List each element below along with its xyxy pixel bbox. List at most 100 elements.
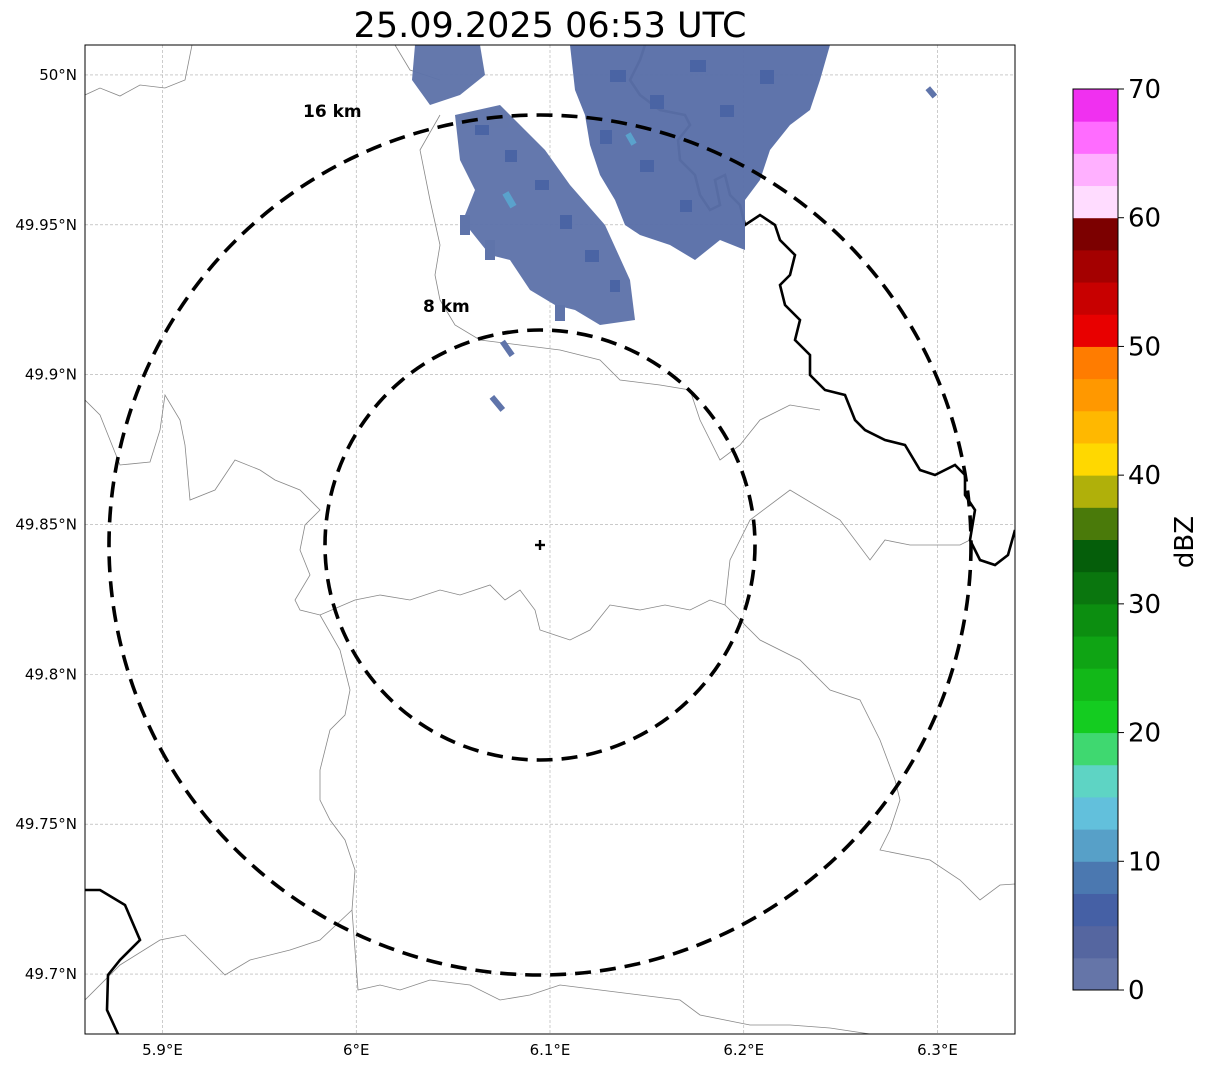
boundary-line <box>724 489 971 606</box>
x-tick-label: 6.2°E <box>723 1041 764 1059</box>
echo-band-east <box>570 45 830 260</box>
echo-pixel <box>600 130 612 144</box>
colorbar-swatch <box>1073 861 1118 894</box>
x-tick-label: 6.1°E <box>530 1041 571 1059</box>
colorbar-tick-label: 70 <box>1128 75 1161 105</box>
echo-pixel <box>610 280 620 292</box>
boundary-line <box>724 604 1015 901</box>
colorbar-tick-label: 60 <box>1128 204 1161 234</box>
colorbar-swatch <box>1073 121 1118 154</box>
echo-pixel <box>499 339 515 358</box>
echo-pixel <box>640 160 654 172</box>
echo-pixel <box>720 105 734 117</box>
colorbar-swatch <box>1073 796 1118 830</box>
boundary-line <box>85 909 353 1001</box>
colorbar-tick-label: 0 <box>1128 976 1145 1006</box>
colorbar-swatch <box>1073 153 1118 187</box>
echo-pixel <box>475 125 489 135</box>
colorbar-swatch <box>1073 732 1118 766</box>
colorbar-swatch <box>1073 603 1118 637</box>
colorbar-tick-label: 40 <box>1128 461 1161 491</box>
colorbar-swatch <box>1073 217 1118 251</box>
range-ring-label-8km: 8 km <box>423 297 470 317</box>
range-ring-label-16km: 16 km <box>303 102 362 122</box>
colorbar-swatch <box>1073 893 1118 927</box>
colorbar-swatch <box>1073 314 1118 347</box>
y-tick-label: 49.8°N <box>25 665 77 683</box>
echo-pixel <box>650 95 664 109</box>
echo-pixel <box>690 60 706 72</box>
boundary-line <box>85 45 193 97</box>
colorbar-swatch <box>1073 957 1118 991</box>
colorbar-frame <box>1072 88 1119 991</box>
colorbar-swatch <box>1073 346 1118 380</box>
echo-pixel <box>505 150 517 162</box>
colorbar-swatches <box>1073 89 1118 991</box>
colorbar-tick-label: 50 <box>1128 332 1161 362</box>
colorbar-tick-label: 20 <box>1128 719 1161 749</box>
colorbar-tick-label: 10 <box>1128 847 1161 877</box>
colorbar-swatch <box>1073 282 1118 315</box>
colorbar-swatch <box>1073 636 1118 669</box>
x-tick-label: 5.9°E <box>142 1041 183 1059</box>
colorbar-swatch <box>1073 925 1118 959</box>
border-line <box>85 888 142 1034</box>
colorbar-label: dBZ <box>1170 516 1200 568</box>
range-ring-8km <box>323 328 757 762</box>
boundary-line <box>419 114 821 461</box>
colorbar-swatch <box>1073 507 1118 540</box>
colorbar-ticks: 0 10 20 30 40 50 60 70 <box>1118 75 1161 1006</box>
colorbar-swatch <box>1073 571 1118 605</box>
colorbar-swatch <box>1073 378 1118 412</box>
echo-band-west <box>412 45 635 325</box>
echo-pixel <box>489 394 506 412</box>
colorbar-swatch <box>1073 539 1118 573</box>
echo-pixel <box>680 200 692 212</box>
colorbar-swatch <box>1073 668 1118 701</box>
echo-light-blue <box>502 132 637 209</box>
echo-detail <box>475 60 774 292</box>
colorbar-swatch <box>1073 475 1118 508</box>
colorbar-tick-label: 30 <box>1128 590 1161 620</box>
y-axis-ticks: 50°N 49.95°N 49.9°N 49.85°N 49.8°N 49.75°N 49.… <box>15 66 77 983</box>
y-tick-label: 49.7°N <box>25 965 77 983</box>
colorbar-swatch <box>1073 89 1118 122</box>
map-frame <box>84 44 1016 1035</box>
radar-site-marker <box>535 540 545 550</box>
boundary-line <box>85 393 726 641</box>
echo-pixel <box>610 70 626 82</box>
chart-title: 25.09.2025 06:53 UTC <box>354 6 747 46</box>
x-axis-ticks: 5.9°E 6°E 6.1°E 6.2°E 6.3°E <box>142 1041 958 1059</box>
echo-pixel <box>760 70 774 84</box>
colorbar-swatch <box>1073 764 1118 798</box>
echo-pixel <box>460 215 470 235</box>
range-ring-16km <box>107 113 973 977</box>
colorbar-swatch <box>1073 442 1118 476</box>
echo-pixel <box>925 86 938 99</box>
boundary-line <box>319 614 871 1034</box>
colorbar-swatch <box>1073 829 1118 862</box>
colorbar-swatch <box>1073 185 1118 219</box>
colorbar-swatch <box>1073 410 1118 444</box>
x-tick-label: 6.3°E <box>917 1041 958 1059</box>
colorbar-swatch <box>1073 700 1118 734</box>
colorbar: 0 10 20 30 40 50 60 70 dBZ <box>1072 75 1200 1006</box>
echo-isolated <box>460 86 938 412</box>
echo-pixel <box>502 191 517 209</box>
echo-pixel <box>585 250 599 262</box>
y-tick-label: 49.85°N <box>15 516 77 534</box>
admin-boundaries <box>85 45 1015 1034</box>
colorbar-swatch <box>1073 249 1118 283</box>
echo-pixel <box>625 132 637 146</box>
radar-echoes <box>412 45 938 412</box>
y-tick-label: 49.95°N <box>15 216 77 234</box>
y-tick-label: 49.9°N <box>25 366 77 384</box>
echo-pixel <box>555 305 565 321</box>
y-tick-label: 49.75°N <box>15 815 77 833</box>
y-tick-label: 50°N <box>39 66 77 84</box>
echo-pixel <box>485 240 495 260</box>
echo-pixel <box>560 215 572 229</box>
x-tick-label: 6°E <box>343 1041 370 1059</box>
echo-pixel <box>535 180 549 190</box>
